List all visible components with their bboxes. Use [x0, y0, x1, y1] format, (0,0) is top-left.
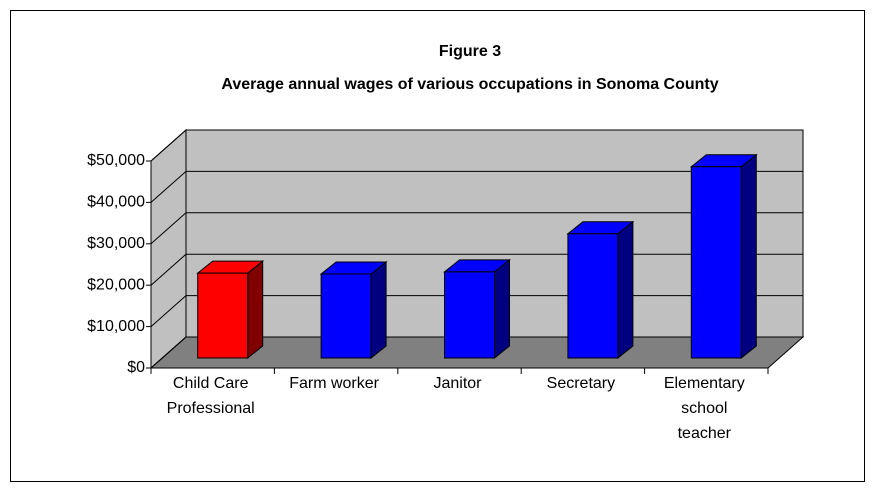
y-tick-label: $0 — [127, 359, 145, 376]
side-wall — [150, 128, 187, 370]
y-tick-label: $50,000 — [87, 152, 145, 169]
bar-side — [740, 153, 757, 360]
bar — [567, 233, 619, 359]
bar-side — [370, 260, 387, 360]
bar — [320, 273, 372, 359]
x-tick-label: Farm worker — [289, 375, 379, 392]
grid-line — [150, 170, 803, 203]
bar — [444, 271, 495, 359]
chart-title: Figure 3 — [439, 43, 501, 60]
y-tick-label: $10,000 — [87, 318, 145, 335]
bar-side — [494, 258, 510, 360]
bar-side — [247, 260, 264, 360]
x-tick-label: Janitor — [433, 375, 482, 392]
bar — [197, 272, 249, 359]
x-tick-label: Child Care Professional — [166, 375, 255, 417]
y-tick-label: $30,000 — [87, 235, 145, 252]
bar-side — [617, 220, 634, 360]
x-tick-label: Secretary — [546, 375, 616, 392]
y-tick-label: $20,000 — [87, 276, 145, 293]
chart-subtitle: Average annual wages of various occupati… — [221, 76, 718, 93]
x-tick-label: Elementary school teacher — [663, 375, 745, 442]
grid-line — [150, 129, 803, 162]
grid-line — [150, 212, 803, 245]
bar — [690, 166, 742, 359]
y-tick-label: $40,000 — [87, 194, 145, 211]
